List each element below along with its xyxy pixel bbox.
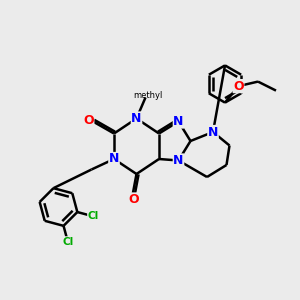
Text: O: O bbox=[128, 193, 139, 206]
Text: N: N bbox=[109, 152, 119, 166]
Text: N: N bbox=[131, 112, 142, 125]
Text: N: N bbox=[173, 115, 184, 128]
Text: Cl: Cl bbox=[62, 237, 74, 247]
Text: Cl: Cl bbox=[88, 211, 99, 221]
Text: O: O bbox=[83, 113, 94, 127]
Text: methyl: methyl bbox=[133, 92, 163, 100]
Text: O: O bbox=[233, 80, 244, 93]
Text: N: N bbox=[173, 154, 184, 167]
Text: N: N bbox=[208, 125, 218, 139]
